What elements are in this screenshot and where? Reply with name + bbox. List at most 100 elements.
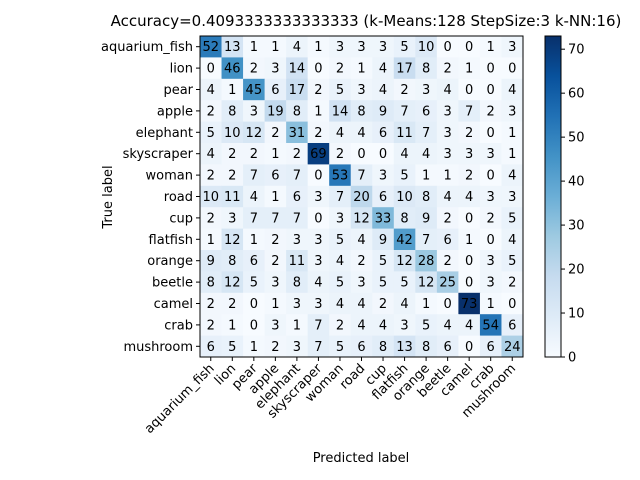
heatmap-cell xyxy=(200,57,222,80)
cell-value-label: 4 xyxy=(379,83,387,98)
heatmap-cell xyxy=(458,207,481,229)
cell-value-label: 5 xyxy=(400,40,408,55)
heatmap-cell xyxy=(436,207,459,229)
cell-value-label: 2 xyxy=(443,62,451,77)
heatmap-cell xyxy=(307,100,330,122)
heatmap-cell xyxy=(479,207,502,229)
cell-value-label: 7 xyxy=(357,169,365,184)
heatmap-cell xyxy=(221,207,244,229)
cell-value-label: 52 xyxy=(202,40,219,55)
cell-value-label: 1 xyxy=(314,40,322,55)
cell-value-label: 4 xyxy=(336,126,344,141)
cell-value-label: 0 xyxy=(508,62,516,77)
heatmap-cell xyxy=(350,250,373,272)
heatmap-cell xyxy=(200,143,222,165)
cell-value-label: 2 xyxy=(443,211,451,226)
heatmap-cell xyxy=(458,57,481,80)
heatmap-cell xyxy=(221,78,244,101)
heatmap-cell xyxy=(307,250,330,272)
colorbar-ticks: 0 10 20 30 40 50 60 70 xyxy=(561,43,585,366)
heatmap-cell xyxy=(393,121,416,144)
heatmap-cell xyxy=(264,292,287,315)
heatmap-cell xyxy=(479,143,502,165)
heatmap-cell xyxy=(329,164,352,187)
colorbar-tick-label: 70 xyxy=(568,43,585,58)
heatmap-cell xyxy=(200,164,222,187)
cell-value-label: 3 xyxy=(314,297,322,312)
cell-value-label: 53 xyxy=(332,169,349,184)
cell-value-label: 7 xyxy=(400,104,408,119)
heatmap-cell xyxy=(350,121,373,144)
cell-value-label: 4 xyxy=(443,190,451,205)
cell-value-label: 2 xyxy=(465,126,473,141)
heatmap-cell xyxy=(393,57,416,80)
cell-value-label: 2 xyxy=(228,169,236,184)
heatmap-cell xyxy=(221,164,244,187)
heatmap-cell xyxy=(458,121,481,144)
heatmap-cell xyxy=(393,164,416,187)
heatmap-cell xyxy=(286,207,309,229)
heatmap-cell xyxy=(329,100,352,122)
heatmap-cell xyxy=(372,228,395,251)
cell-value-label: 1 xyxy=(207,233,215,248)
heatmap-cell xyxy=(350,36,373,58)
heatmap-cell xyxy=(458,164,481,187)
cell-value-label: 5 xyxy=(228,340,236,355)
heatmap-cell xyxy=(329,143,352,165)
heatmap-cell xyxy=(243,314,265,336)
cell-value-label: 20 xyxy=(353,190,370,205)
cell-value-label: 2 xyxy=(271,254,279,269)
cell-value-label: 12 xyxy=(396,254,413,269)
cell-value-label: 2 xyxy=(207,104,215,119)
cell-value-label: 2 xyxy=(293,147,301,162)
heatmap-cell xyxy=(221,121,244,144)
cell-value-label: 2 xyxy=(487,211,495,226)
heatmap-cell xyxy=(415,271,438,294)
cell-value-label: 0 xyxy=(357,147,365,162)
cell-value-label: 0 xyxy=(379,147,387,162)
heatmap-cell xyxy=(264,250,287,272)
heatmap-cell xyxy=(458,185,481,208)
heatmap-cell xyxy=(393,292,416,315)
cell-value-label: 24 xyxy=(504,340,521,355)
heatmap-cell xyxy=(286,143,309,165)
cell-value-label: 12 xyxy=(224,233,241,248)
cell-value-label: 5 xyxy=(336,83,344,98)
cell-value-label: 3 xyxy=(336,211,344,226)
cell-value-label: 1 xyxy=(357,62,365,77)
cell-value-label: 3 xyxy=(357,276,365,291)
cell-value-label: 2 xyxy=(443,254,451,269)
heatmap-cell xyxy=(243,335,265,358)
heatmap-cell xyxy=(221,100,244,122)
cell-value-label: 1 xyxy=(293,318,301,333)
heatmap-cell xyxy=(436,57,459,80)
heatmap-cell xyxy=(436,335,459,358)
heatmap-cell xyxy=(264,164,287,187)
heatmap-cell xyxy=(200,207,222,229)
heatmap-cell xyxy=(329,207,352,229)
cell-value-label: 4 xyxy=(443,83,451,98)
cell-value-label: 8 xyxy=(422,62,430,77)
heatmap-cell xyxy=(501,164,524,187)
heatmap-cell xyxy=(458,100,481,122)
cell-value-label: 2 xyxy=(207,169,215,184)
cell-value-label: 3 xyxy=(487,276,495,291)
cell-value-label: 6 xyxy=(443,233,451,248)
cell-value-label: 6 xyxy=(422,104,430,119)
heatmap-cell xyxy=(243,78,265,101)
heatmap-cell xyxy=(243,207,265,229)
heatmap-cell xyxy=(243,271,265,294)
cell-value-label: 28 xyxy=(418,254,435,269)
cell-value-label: 42 xyxy=(396,233,413,248)
cell-value-label: 1 xyxy=(271,40,279,55)
heatmap-cell xyxy=(436,250,459,272)
cell-value-label: 8 xyxy=(228,254,236,269)
cell-value-label: 8 xyxy=(400,211,408,226)
heatmap-cell xyxy=(436,228,459,251)
heatmap-cell xyxy=(200,335,222,358)
cell-value-label: 2 xyxy=(271,126,279,141)
cell-value-label: 46 xyxy=(224,62,241,77)
heatmap-cell xyxy=(243,36,265,58)
heatmap-cell xyxy=(264,185,287,208)
